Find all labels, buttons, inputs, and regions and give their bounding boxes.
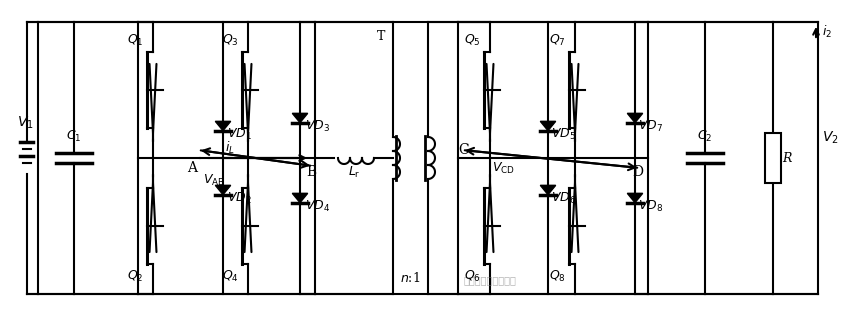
Text: $VD_5$: $VD_5$ (552, 126, 576, 142)
Text: $Q_2$: $Q_2$ (127, 269, 143, 283)
Text: $C_2$: $C_2$ (697, 128, 712, 143)
Text: $V_2$: $V_2$ (822, 130, 839, 146)
Text: $VD_4$: $VD_4$ (305, 198, 331, 214)
Text: $VD_8$: $VD_8$ (638, 198, 664, 214)
Text: R: R (782, 151, 791, 165)
Bar (765, 133, 781, 183)
Text: $VD_6$: $VD_6$ (552, 191, 576, 205)
Text: A: A (187, 161, 197, 175)
Text: $V_{\rm CD}$: $V_{\rm CD}$ (491, 161, 514, 176)
Text: $VD_2$: $VD_2$ (227, 191, 252, 205)
Text: $n$:1: $n$:1 (400, 271, 421, 285)
Text: $i_L$: $i_L$ (225, 140, 235, 156)
Text: $V_1$: $V_1$ (17, 115, 33, 131)
Polygon shape (627, 113, 643, 123)
Text: $VD_1$: $VD_1$ (227, 126, 252, 142)
Text: $Q_5$: $Q_5$ (463, 33, 480, 47)
Polygon shape (541, 121, 556, 131)
Polygon shape (541, 185, 556, 195)
Text: $Q_1$: $Q_1$ (127, 33, 144, 47)
Polygon shape (292, 193, 308, 203)
Text: $VD_7$: $VD_7$ (638, 118, 664, 134)
Text: $Q_3$: $Q_3$ (222, 33, 238, 47)
Text: $Q_7$: $Q_7$ (548, 33, 565, 47)
Text: $L_{\rm r}$: $L_{\rm r}$ (348, 164, 360, 179)
Text: T: T (377, 29, 385, 42)
Text: 分布式发电与微电网: 分布式发电与微电网 (463, 275, 517, 285)
Text: $i_2$: $i_2$ (822, 24, 832, 40)
Text: $Q_8$: $Q_8$ (548, 269, 565, 283)
Polygon shape (292, 113, 308, 123)
Text: C: C (459, 143, 469, 157)
Text: $C_1$: $C_1$ (66, 128, 82, 143)
Polygon shape (215, 121, 230, 131)
Polygon shape (215, 185, 230, 195)
Text: $V_{\rm AB}$: $V_{\rm AB}$ (203, 173, 225, 188)
Text: $VD_3$: $VD_3$ (305, 118, 331, 134)
Text: $Q_6$: $Q_6$ (463, 269, 480, 283)
Text: $Q_4$: $Q_4$ (222, 269, 238, 283)
Polygon shape (627, 193, 643, 203)
Text: B: B (306, 165, 316, 179)
Text: D: D (632, 165, 643, 179)
